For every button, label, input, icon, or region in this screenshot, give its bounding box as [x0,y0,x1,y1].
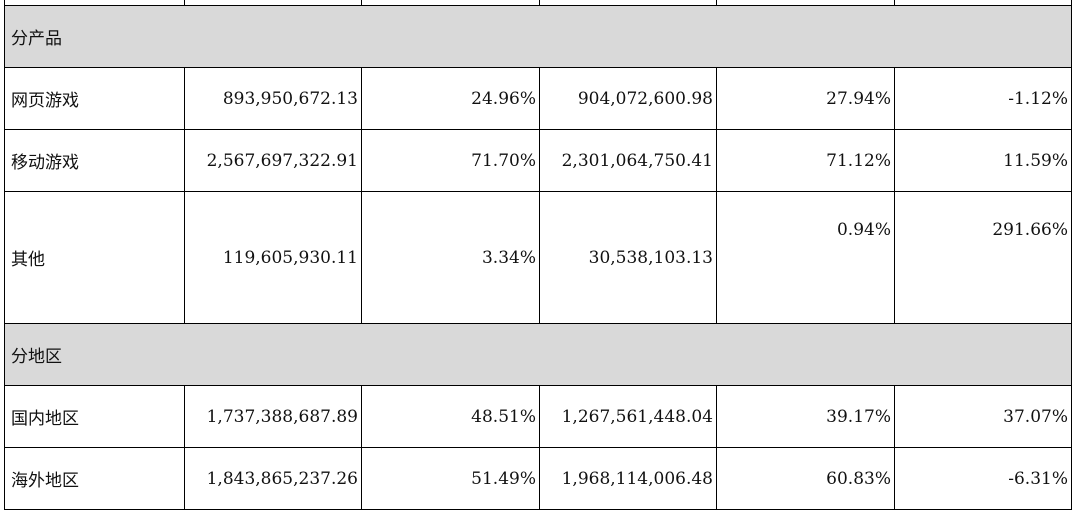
cell-revenue-prior: 30,538,103.13 [539,191,717,324]
cell-share-prior: 39.17% [716,385,895,448]
cell-change: 37.07% [894,385,1072,448]
cell-share-prior: 71.12% [716,129,895,192]
cell-revenue-current: 893,950,672.13 [184,67,362,130]
cell-share-current: 3.34% [361,191,540,324]
cell-revenue-prior: 1,968,114,006.48 [539,447,717,510]
cell-share-prior: 27.94% [716,67,895,130]
cell-revenue-prior: 904,072,600.98 [539,67,717,130]
cell-share-current: 71.70% [361,129,540,192]
cell-share-current: 51.49% [361,447,540,510]
row-label: 网页游戏 [4,67,185,130]
section-title: 分地区 [4,323,1072,386]
cell-share-prior: 0.94% [716,191,895,324]
section-header-row: 分产品 [4,5,1072,68]
cell-revenue-prior: 2,301,064,750.41 [539,129,717,192]
cell-change: 11.59% [894,129,1072,192]
cell-revenue-current: 119,605,930.11 [184,191,362,324]
table-row: 其他 119,605,930.11 3.34% 30,538,103.13 0.… [4,191,1072,324]
revenue-table: 分产品 网页游戏 893,950,672.13 24.96% 904,072,6… [4,0,1072,510]
cell-revenue-prior: 1,267,561,448.04 [539,385,717,448]
cell-change: 291.66% [894,191,1072,324]
cell-revenue-current: 1,737,388,687.89 [184,385,362,448]
section-header-row: 分地区 [4,323,1072,386]
section-title: 分产品 [4,5,1072,68]
table-row: 海外地区 1,843,865,237.26 51.49% 1,968,114,0… [4,447,1072,510]
row-label: 其他 [4,191,185,324]
cell-change: -6.31% [894,447,1072,510]
cell-revenue-current: 1,843,865,237.26 [184,447,362,510]
cell-share-current: 48.51% [361,385,540,448]
table-row: 国内地区 1,737,388,687.89 48.51% 1,267,561,4… [4,385,1072,448]
cell-share-prior: 60.83% [716,447,895,510]
table-row: 网页游戏 893,950,672.13 24.96% 904,072,600.9… [4,67,1072,130]
row-label: 国内地区 [4,385,185,448]
table-row: 移动游戏 2,567,697,322.91 71.70% 2,301,064,7… [4,129,1072,192]
cell-change: -1.12% [894,67,1072,130]
cell-share-current: 24.96% [361,67,540,130]
row-label: 海外地区 [4,447,185,510]
row-label: 移动游戏 [4,129,185,192]
cell-revenue-current: 2,567,697,322.91 [184,129,362,192]
